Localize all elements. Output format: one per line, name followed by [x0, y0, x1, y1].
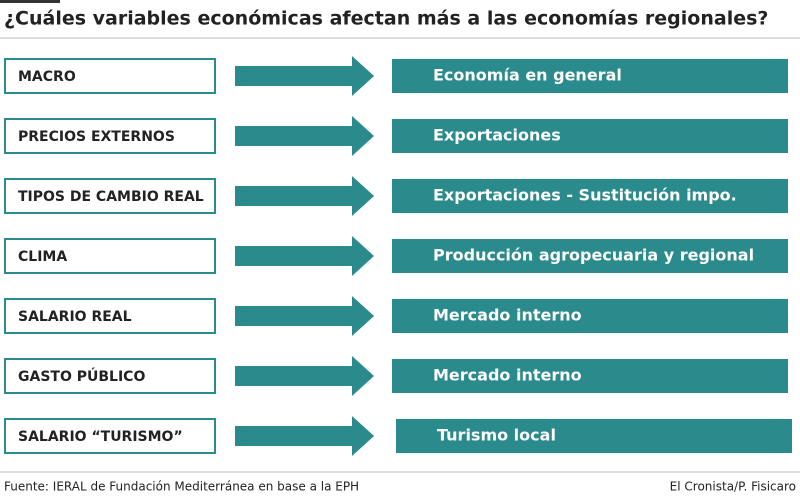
title: ¿Cuáles variables económicas afectan más…	[4, 8, 768, 30]
arrow	[235, 296, 374, 336]
variable-box	[4, 118, 216, 154]
variable-box	[4, 58, 216, 94]
variable-label: MACRO	[18, 69, 76, 85]
effect-label: Turismo local	[437, 426, 556, 445]
arrow	[235, 416, 374, 456]
variable-box	[4, 178, 216, 214]
rows: MACRO Economía en general PRECIOS EXTERNOS…	[4, 56, 792, 456]
variable-label: GASTO PÚBLICO	[18, 367, 145, 385]
effect-box	[392, 359, 788, 393]
effect-box	[392, 299, 788, 333]
credit: El Cronista/P. Fisicaro	[670, 480, 796, 494]
effect-label: Exportaciones - Sustitución impo.	[433, 186, 737, 205]
arrow	[235, 236, 374, 276]
effect-box	[392, 239, 788, 273]
effect-label: Producción agropecuaria y regional	[433, 246, 754, 265]
variable-box	[4, 358, 216, 394]
arrow	[235, 356, 374, 396]
effect-box	[392, 179, 788, 213]
variable-box	[4, 418, 216, 454]
effect-label: Mercado interno	[433, 306, 582, 325]
arrow	[235, 176, 374, 216]
variable-label: SALARIO REAL	[18, 309, 132, 325]
effect-box	[396, 419, 792, 453]
effect-box	[392, 59, 788, 93]
variable-label: TIPOS DE CAMBIO REAL	[18, 189, 204, 205]
effect-label: Mercado interno	[433, 366, 582, 385]
arrow	[235, 116, 374, 156]
variable-box	[4, 298, 216, 334]
effect-box	[392, 119, 788, 153]
top-mark	[0, 0, 60, 3]
variable-label: CLIMA	[18, 249, 67, 265]
variable-box	[4, 238, 216, 274]
source: Fuente: IERAL de Fundación Mediterránea …	[4, 480, 359, 494]
effect-label: Economía en general	[433, 66, 622, 85]
effect-label: Exportaciones	[433, 126, 561, 145]
arrow	[235, 56, 374, 96]
variable-label: PRECIOS EXTERNOS	[18, 129, 175, 145]
variable-label: SALARIO “TURISMO”	[18, 429, 183, 445]
